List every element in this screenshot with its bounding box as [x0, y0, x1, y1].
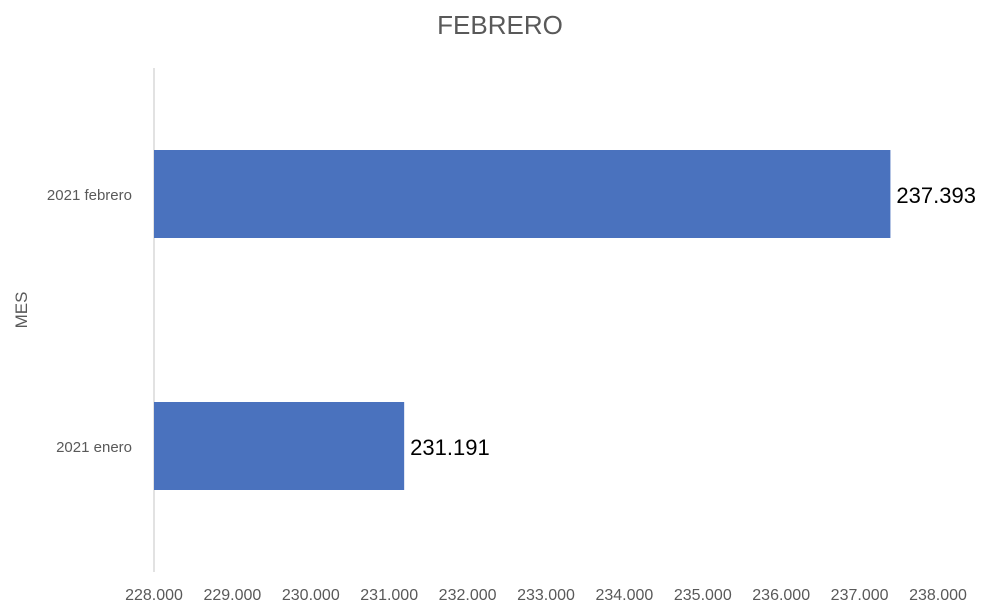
x-tick-label: 231.000 — [360, 587, 418, 600]
x-tick-label: 230.000 — [282, 587, 340, 600]
x-tick-label: 235.000 — [674, 587, 732, 600]
bar — [154, 402, 405, 490]
x-tick-label: 234.000 — [595, 587, 653, 600]
category-label: 2021 enero — [56, 439, 132, 456]
data-label: 237.393 — [896, 183, 976, 208]
data-label: 231.191 — [410, 435, 490, 460]
x-tick-label: 232.000 — [439, 587, 497, 600]
x-tick-label: 229.000 — [203, 587, 261, 600]
x-tick-label: 233.000 — [517, 587, 575, 600]
bar — [154, 150, 891, 238]
x-tick-label: 236.000 — [752, 587, 810, 600]
chart-title: FEBRERO — [437, 10, 563, 40]
category-label: 2021 febrero — [47, 187, 132, 204]
x-tick-label: 237.000 — [831, 587, 889, 600]
x-tick-label: 238.000 — [909, 587, 967, 600]
x-tick-label: 228.000 — [125, 587, 183, 600]
